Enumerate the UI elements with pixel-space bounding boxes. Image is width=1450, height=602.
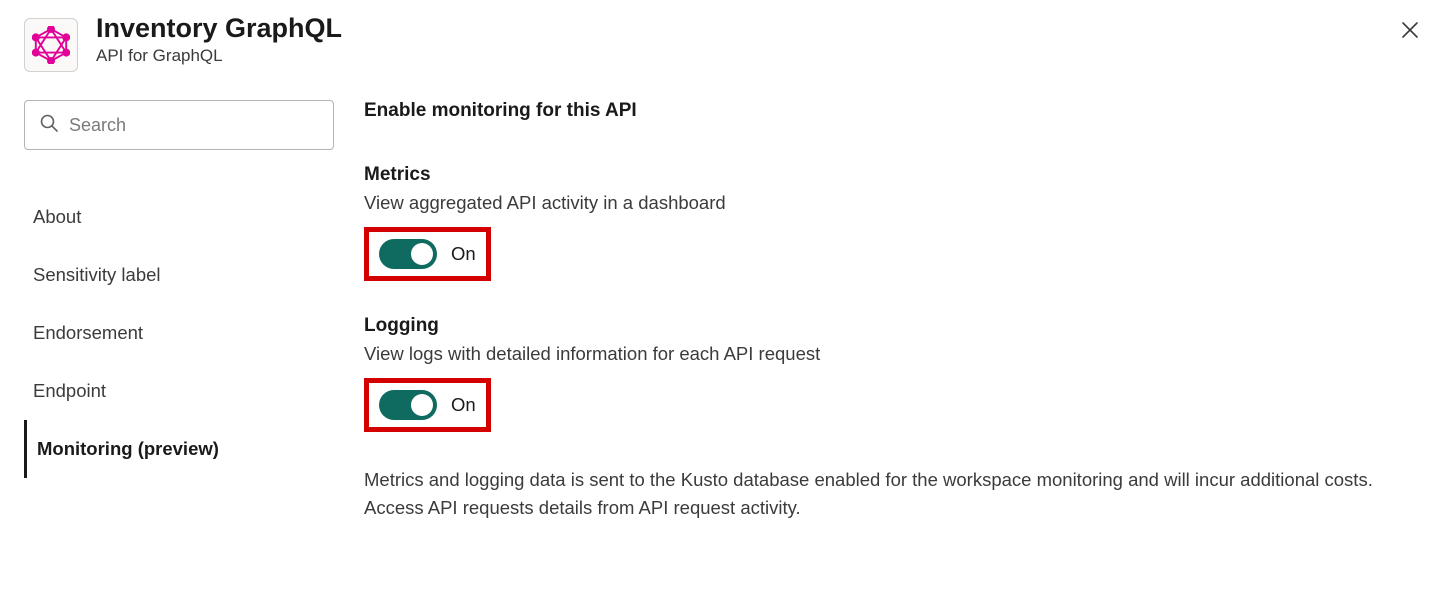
settings-dialog: Inventory GraphQL API for GraphQL About … [0, 0, 1450, 547]
sidebar-item-endpoint[interactable]: Endpoint [24, 362, 334, 420]
metrics-toggle[interactable] [379, 239, 437, 269]
main-heading: Enable monitoring for this API [364, 100, 1410, 122]
title-block: Inventory GraphQL API for GraphQL [96, 12, 1376, 66]
footer-note: Metrics and logging data is sent to the … [364, 466, 1410, 523]
search-box[interactable] [24, 100, 334, 150]
logging-description: View logs with detailed information for … [364, 341, 1410, 368]
sidebar-item-endorsement[interactable]: Endorsement [24, 304, 334, 362]
metrics-title: Metrics [364, 164, 1410, 186]
close-button[interactable] [1394, 16, 1426, 48]
dialog-header: Inventory GraphQL API for GraphQL [24, 12, 1426, 72]
metrics-toggle-highlight: On [364, 227, 491, 281]
logging-toggle-label: On [451, 394, 476, 416]
graphql-icon [24, 18, 78, 72]
search-input[interactable] [69, 115, 319, 136]
sidebar-item-about[interactable]: About [24, 188, 334, 246]
sidebar-nav: About Sensitivity label Endorsement Endp… [24, 188, 334, 478]
logging-title: Logging [364, 315, 1410, 337]
toggle-knob [411, 243, 433, 265]
logging-section: Logging View logs with detailed informat… [364, 315, 1410, 432]
metrics-toggle-label: On [451, 243, 476, 265]
main-content: Enable monitoring for this API Metrics V… [364, 100, 1426, 523]
sidebar-item-monitoring[interactable]: Monitoring (preview) [24, 420, 334, 478]
dialog-body: About Sensitivity label Endorsement Endp… [24, 100, 1426, 523]
search-icon [39, 113, 59, 138]
close-icon [1401, 19, 1419, 44]
sidebar-item-sensitivity-label[interactable]: Sensitivity label [24, 246, 334, 304]
page-subtitle: API for GraphQL [96, 46, 1376, 66]
logging-toggle-highlight: On [364, 378, 491, 432]
page-title: Inventory GraphQL [96, 12, 1376, 44]
logging-toggle[interactable] [379, 390, 437, 420]
metrics-section: Metrics View aggregated API activity in … [364, 164, 1410, 281]
metrics-description: View aggregated API activity in a dashbo… [364, 190, 1410, 217]
toggle-knob [411, 394, 433, 416]
sidebar: About Sensitivity label Endorsement Endp… [24, 100, 334, 523]
